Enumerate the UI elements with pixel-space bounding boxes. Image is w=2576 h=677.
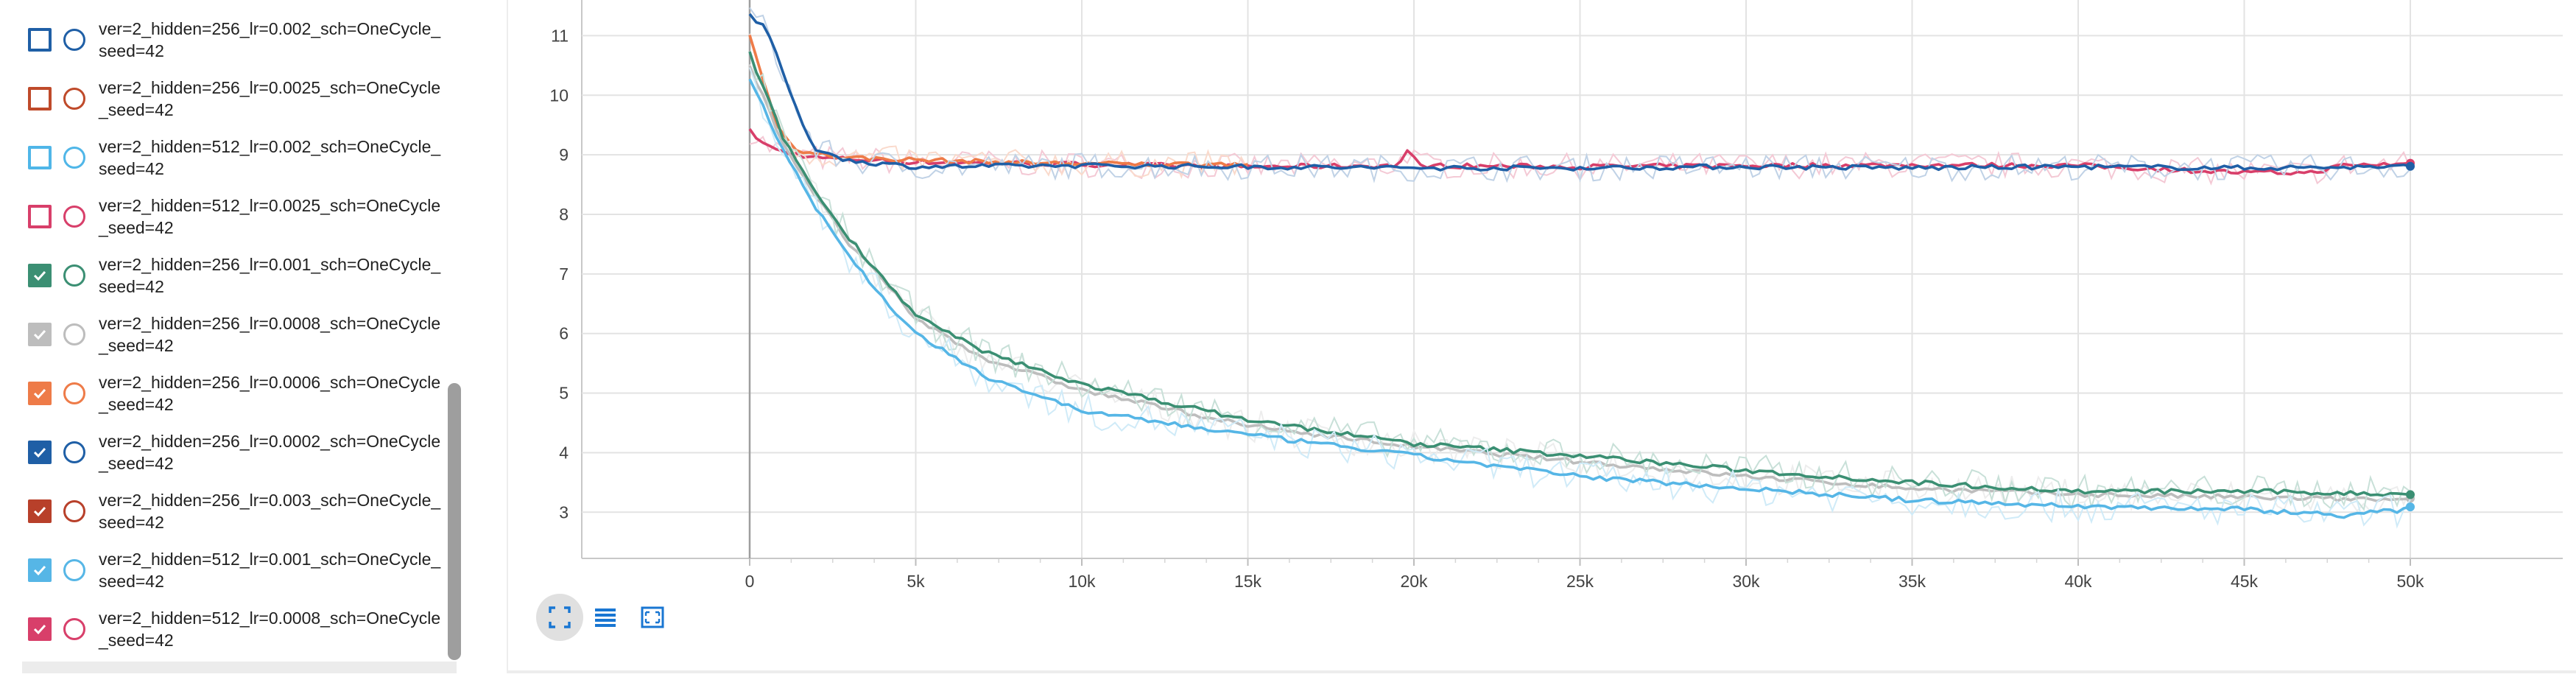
run-row[interactable]: ver=2_hidden=512_lr=0.001_sch=OneCycle_s…: [0, 541, 457, 600]
x-tick-label: 25k: [1566, 572, 1594, 591]
run-color-swatch[interactable]: [63, 382, 85, 404]
series-end-point[interactable]: [2406, 490, 2415, 499]
x-tick-label: 40k: [2064, 572, 2092, 591]
checkmark-icon: [33, 270, 46, 281]
run-color-swatch[interactable]: [63, 323, 85, 345]
run-color-swatch[interactable]: [63, 147, 85, 169]
scalar-chart[interactable]: 3 4 5 6 7 8 9 10 11 0 5k 10k 15k 20k 25k 30k 35k 40k 45k 50…: [508, 0, 2576, 673]
series-end-point[interactable]: [2406, 161, 2415, 171]
series-line[interactable]: [748, 128, 2411, 176]
y-tick-label: 5: [559, 384, 569, 403]
run-row[interactable]: ver=2_hidden=256_lr=0.0002_sch=OneCycle_…: [0, 423, 457, 482]
run-color-swatch[interactable]: [63, 206, 85, 228]
checkmark-icon: [33, 388, 46, 399]
y-tick-label: 11: [551, 26, 569, 45]
run-row[interactable]: ver=2_hidden=256_lr=0.003_sch=OneCycle_s…: [0, 482, 457, 541]
run-label: ver=2_hidden=256_lr=0.003_sch=OneCycle_s…: [99, 491, 441, 532]
y-tick-label: 4: [559, 443, 569, 462]
run-row[interactable]: ver=2_hidden=256_lr=0.002_sch=OneCycle_s…: [0, 10, 457, 69]
run-label: ver=2_hidden=512_lr=0.002_sch=OneCycle_s…: [99, 137, 441, 178]
x-tick-label: 30k: [1732, 572, 1760, 591]
x-tick-label: 15k: [1234, 572, 1262, 591]
run-color-swatch[interactable]: [63, 441, 85, 463]
run-checkbox[interactable]: [28, 558, 52, 582]
x-tick-label: 20k: [1400, 572, 1428, 591]
fit-domain-button[interactable]: [629, 594, 676, 641]
series-line[interactable]: [748, 35, 1248, 168]
run-label: ver=2_hidden=256_lr=0.0025_sch=OneCycle_…: [99, 78, 441, 119]
checkmark-icon: [33, 447, 46, 458]
run-row[interactable]: ver=2_hidden=512_lr=0.0008_sch=OneCycle_…: [0, 600, 457, 659]
run-checkbox[interactable]: [28, 146, 52, 169]
fullscreen-icon: [549, 606, 571, 628]
runs-sidebar: ver=2_hidden=256_lr=0.002_sch=OneCycle_s…: [0, 0, 471, 673]
run-row[interactable]: ver=2_hidden=256_lr=0.0025_sch=OneCycle_…: [0, 69, 457, 128]
checkmark-icon: [33, 624, 46, 635]
panel-bottom-border: [508, 670, 2576, 673]
x-tick-label: 5k: [907, 572, 925, 591]
list-icon: [595, 608, 616, 627]
series-line[interactable]: [748, 51, 2411, 497]
run-label: ver=2_hidden=256_lr=0.0002_sch=OneCycle_…: [99, 432, 441, 473]
run-checkbox[interactable]: [28, 28, 52, 52]
y-tick-label: 9: [559, 145, 569, 164]
x-tick-label: 45k: [2231, 572, 2259, 591]
run-color-swatch[interactable]: [63, 88, 85, 110]
series-end-point[interactable]: [2406, 502, 2415, 512]
run-label: ver=2_hidden=256_lr=0.002_sch=OneCycle_s…: [99, 19, 441, 60]
run-label: ver=2_hidden=512_lr=0.001_sch=OneCycle_s…: [99, 550, 441, 591]
run-label: ver=2_hidden=256_lr=0.0008_sch=OneCycle_…: [99, 314, 441, 355]
run-label: ver=2_hidden=256_lr=0.001_sch=OneCycle_s…: [99, 255, 441, 296]
y-tick-label: 3: [559, 502, 569, 522]
series-raw-line: [749, 33, 1249, 180]
run-checkbox[interactable]: [28, 87, 52, 111]
sidebar-scrollbar[interactable]: [448, 383, 461, 660]
run-checkbox[interactable]: [28, 264, 52, 287]
fit-domain-icon: [641, 606, 664, 628]
x-tick-label: 35k: [1898, 572, 1926, 591]
y-tick-label: 7: [559, 264, 569, 284]
run-row[interactable]: ver=2_hidden=256_lr=0.0008_sch=OneCycle_…: [0, 305, 457, 364]
run-label: ver=2_hidden=256_lr=0.0006_sch=OneCycle_…: [99, 373, 441, 414]
run-checkbox[interactable]: [28, 617, 52, 641]
run-checkbox[interactable]: [28, 382, 52, 405]
y-tick-label: 6: [559, 324, 569, 343]
checkmark-icon: [33, 329, 46, 340]
checkmark-icon: [33, 506, 46, 517]
run-row[interactable]: ver=2_hidden=256_lr=0.0006_sch=OneCycle_…: [0, 364, 457, 423]
toggle-log-scale-button[interactable]: [582, 594, 629, 641]
run-label: ver=2_hidden=512_lr=0.0008_sch=OneCycle_…: [99, 608, 441, 650]
run-color-swatch[interactable]: [63, 500, 85, 522]
chart-svg[interactable]: 3 4 5 6 7 8 9 10 11 0 5k 10k 15k 20k 25k 30k 35k 40k 45k 50…: [508, 0, 2576, 673]
run-color-swatch[interactable]: [63, 264, 85, 287]
x-tick-label: 10k: [1068, 572, 1096, 591]
series-raw-line: [749, 67, 2411, 529]
run-label: ver=2_hidden=512_lr=0.0025_sch=OneCycle_…: [99, 196, 441, 237]
series-raw-line: [749, 7, 2411, 183]
run-checkbox[interactable]: [28, 441, 52, 464]
run-row[interactable]: ver=2_hidden=256_lr=0.001_sch=OneCycle_s…: [0, 246, 457, 305]
run-color-swatch[interactable]: [63, 618, 85, 640]
checkmark-icon: [33, 565, 46, 576]
run-checkbox[interactable]: [28, 499, 52, 523]
y-tick-label: 10: [549, 85, 569, 105]
run-checkbox[interactable]: [28, 323, 52, 346]
run-row[interactable]: ver=2_hidden=512_lr=0.002_sch=OneCycle_s…: [0, 128, 457, 187]
run-checkbox[interactable]: [28, 205, 52, 228]
series-line[interactable]: [748, 13, 2411, 172]
fullscreen-button[interactable]: [536, 594, 583, 641]
series-line[interactable]: [748, 78, 2411, 519]
x-tick-label: 50k: [2396, 572, 2424, 591]
run-color-swatch[interactable]: [63, 29, 85, 51]
run-color-swatch[interactable]: [63, 559, 85, 581]
x-tick-label: 0: [745, 572, 755, 591]
run-row[interactable]: ver=2_hidden=512_lr=0.0025_sch=OneCycle_…: [0, 187, 457, 246]
y-tick-label: 8: [559, 205, 569, 224]
panel-divider: [507, 0, 508, 673]
sidebar-footer-strip: [22, 662, 457, 673]
